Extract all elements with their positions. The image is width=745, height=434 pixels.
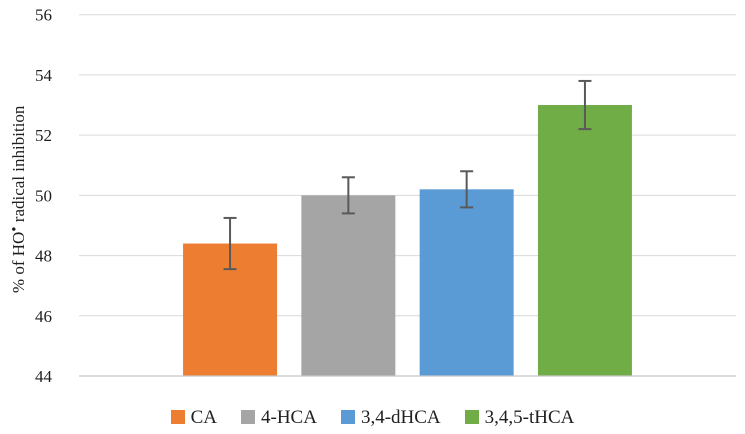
bar-4-HCA [301, 195, 396, 376]
y-tick-label: 56 [35, 6, 52, 25]
y-axis-title: % of HO• radical inhibition [7, 105, 28, 293]
y-tick-label: 46 [35, 307, 52, 326]
y-tick-label: 54 [35, 66, 53, 85]
legend-swatch-icon [340, 410, 355, 424]
legend-swatch-icon [464, 410, 479, 424]
bar-3,4-dHCA [419, 189, 514, 376]
legend-item-CA: CA [170, 406, 217, 428]
legend-label: CA [190, 406, 217, 428]
legend-item-3,4-dHCA: 3,4-dHCA [340, 406, 441, 428]
legend-label: 3,4-dHCA [360, 406, 441, 428]
y-tick-label: 50 [35, 186, 52, 205]
bar-3,4,5-tHCA [537, 105, 632, 377]
legend-label: 4-HCA [261, 406, 317, 428]
y-tick-label: 52 [35, 126, 52, 145]
legend: CA 4-HCA 3,4-dHCA 3,4,5-tHCA [0, 402, 745, 432]
error-bars [223, 79, 592, 271]
y-tick-label: 44 [35, 367, 53, 386]
y-tick-label: 48 [35, 247, 52, 266]
bars [183, 105, 632, 377]
legend-item-3,4,5-tHCA: 3,4,5-tHCA [464, 406, 575, 428]
legend-label: 3,4,5-tHCA [484, 406, 575, 428]
legend-swatch-icon [170, 410, 185, 424]
plot-area: 44 46 48 50 52 54 56 % of HO• radical inhibitio… [7, 6, 736, 386]
legend-item-4-HCA: 4-HCA [241, 408, 317, 427]
legend-swatch-icon [241, 410, 255, 424]
y-tick-labels: 44 46 48 50 52 54 56 [35, 6, 53, 386]
gridlines [79, 14, 736, 377]
